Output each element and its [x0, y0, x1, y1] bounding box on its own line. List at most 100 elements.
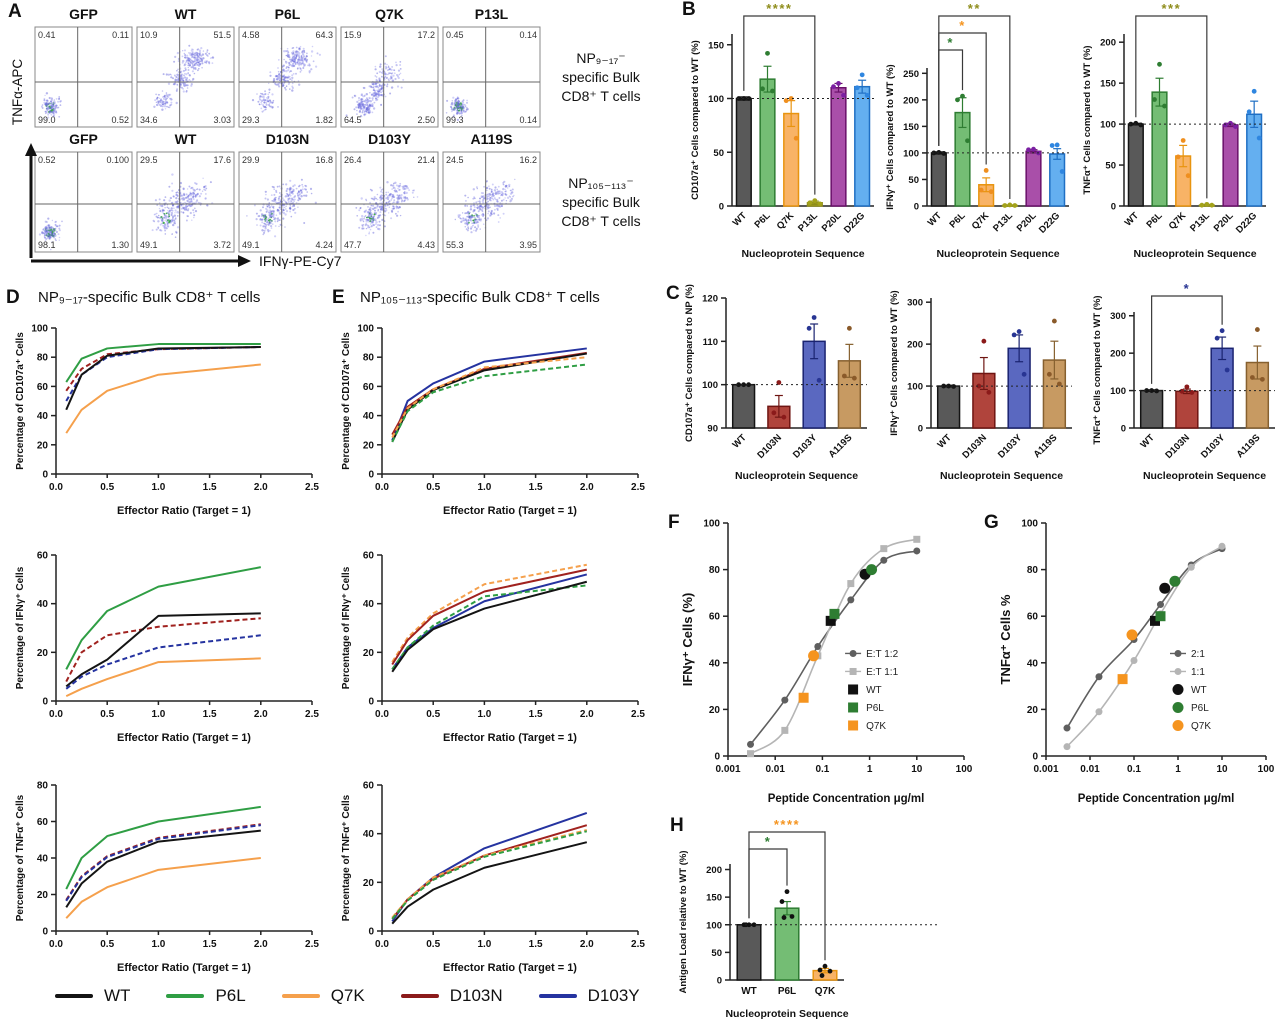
- svg-text:D103Y: D103Y: [791, 432, 820, 461]
- svg-text:4.58: 4.58: [242, 30, 260, 40]
- svg-text:150: 150: [706, 893, 722, 904]
- legend-line-swatch: [400, 994, 439, 998]
- svg-text:40: 40: [1027, 658, 1039, 669]
- svg-text:4.24: 4.24: [315, 240, 333, 250]
- svg-text:24.5: 24.5: [446, 155, 464, 165]
- svg-text:0.001: 0.001: [1033, 764, 1058, 775]
- svg-text:300: 300: [1110, 311, 1126, 322]
- svg-text:WT: WT: [731, 210, 749, 228]
- svg-text:GFP: GFP: [69, 131, 98, 147]
- svg-text:100: 100: [903, 148, 919, 159]
- svg-text:Antigen Load relative to WT (%: Antigen Load relative to WT (%): [678, 850, 689, 993]
- dose-response-ifng: 0.001 0.01 0.1 1 10 100 0 20 40 60 80 100 IFNγ⁺ Cell…: [680, 519, 973, 806]
- svg-text:D22G: D22G: [1037, 210, 1062, 235]
- line-chart-ifng-np105: 0.0 0.5 1.0 1.5 2.0 2.5 0 20 40 60 Percentage of I…: [341, 551, 645, 745]
- legend-line-swatch: [281, 994, 320, 998]
- svg-text:0.1: 0.1: [1127, 764, 1141, 775]
- panel-h-antigen-load: H 0 50 100 150 200 Antigen Load relative to W…: [662, 812, 972, 1023]
- svg-text:CD8⁺ T cells: CD8⁺ T cells: [561, 88, 640, 104]
- panel-g-dose-response: G 0.001 0.01 0.1 1 10 100 0 20 40 60 80 100 TNFα⁺ Ce…: [984, 503, 1280, 811]
- svg-text:1.5: 1.5: [203, 939, 217, 950]
- svg-text:2.5: 2.5: [631, 709, 645, 720]
- svg-text:0: 0: [717, 976, 722, 987]
- svg-text:60: 60: [363, 551, 375, 562]
- svg-text:GFP: GFP: [69, 6, 98, 22]
- svg-text:D103N: D103N: [755, 432, 784, 461]
- svg-text:0: 0: [714, 752, 720, 763]
- svg-text:90: 90: [707, 424, 718, 435]
- svg-text:Effector Ratio (Target = 1): Effector Ratio (Target = 1): [117, 732, 251, 744]
- svg-text:1.0: 1.0: [477, 482, 491, 493]
- svg-text:47.7: 47.7: [344, 240, 362, 250]
- svg-text:0.14: 0.14: [519, 30, 537, 40]
- svg-text:Nucleoprotein Sequence: Nucleoprotein Sequence: [1133, 248, 1256, 260]
- svg-text:P6L: P6L: [948, 210, 968, 230]
- svg-text:100: 100: [1100, 120, 1116, 131]
- svg-text:80: 80: [363, 353, 375, 364]
- dose-response-tnfa: 0.001 0.01 0.1 1 10 100 0 20 40 60 80 100 TNFα⁺ Cell…: [998, 519, 1275, 806]
- svg-text:40: 40: [363, 411, 375, 422]
- svg-text:D103N: D103N: [266, 131, 310, 147]
- legend-label: D103N: [449, 986, 503, 1005]
- svg-text:D103N: D103N: [960, 432, 989, 461]
- svg-text:20: 20: [37, 890, 49, 901]
- svg-text:Nucleoprotein Sequence: Nucleoprotein Sequence: [1143, 470, 1266, 482]
- svg-text:E:T 1:2: E:T 1:2: [866, 649, 898, 660]
- svg-text:34.6: 34.6: [140, 115, 158, 125]
- svg-text:WT: WT: [731, 432, 749, 450]
- svg-text:CD8⁺ T cells: CD8⁺ T cells: [561, 213, 640, 229]
- svg-text:1.0: 1.0: [477, 939, 491, 950]
- svg-text:0.0: 0.0: [49, 482, 63, 493]
- svg-text:D103N: D103N: [1163, 432, 1192, 461]
- svg-text:0.5: 0.5: [426, 482, 440, 493]
- svg-text:P6L: P6L: [1145, 210, 1165, 230]
- svg-text:50: 50: [711, 948, 722, 959]
- panel-d-label: D: [6, 287, 20, 308]
- svg-text:Percentage of IFNγ⁺ Cells: Percentage of IFNγ⁺ Cells: [341, 566, 352, 689]
- line-chart-tnfa-np9: 0.0 0.5 1.0 1.5 2.0 2.5 0 20 40 60 80 Percentage of…: [15, 781, 319, 975]
- svg-text:Nucleoprotein Sequence: Nucleoprotein Sequence: [735, 470, 858, 482]
- svg-text:0: 0: [368, 927, 374, 938]
- series-legend: WT P6L Q7K D103N D103Y: [55, 986, 640, 1006]
- svg-text:Percentage of CD107a⁺ Cells: Percentage of CD107a⁺ Cells: [15, 332, 26, 470]
- svg-text:100: 100: [706, 920, 722, 931]
- svg-text:3.03: 3.03: [213, 115, 231, 125]
- svg-text:Effector Ratio (Target = 1): Effector Ratio (Target = 1): [443, 732, 577, 744]
- svg-text:1.0: 1.0: [477, 709, 491, 720]
- svg-text:17.6: 17.6: [213, 155, 231, 165]
- svg-text:150: 150: [903, 122, 919, 133]
- svg-text:P6L: P6L: [1191, 703, 1209, 714]
- svg-text:Nucleoprotein Sequence: Nucleoprotein Sequence: [741, 248, 864, 260]
- svg-text:0.0: 0.0: [375, 939, 389, 950]
- svg-text:A119S: A119S: [1235, 432, 1263, 460]
- panel-h-label: H: [670, 815, 684, 836]
- svg-text:26.4: 26.4: [344, 155, 362, 165]
- svg-text:TNFα-APC: TNFα-APC: [10, 59, 25, 126]
- svg-text:110: 110: [703, 337, 718, 348]
- svg-text:0.11: 0.11: [112, 30, 129, 40]
- panel-g-label: G: [984, 512, 999, 533]
- svg-text:3.95: 3.95: [519, 240, 537, 250]
- svg-text:IFNγ⁺ Cells compared to WT (%): IFNγ⁺ Cells compared to WT (%): [885, 64, 896, 209]
- svg-text:17.2: 17.2: [417, 30, 435, 40]
- svg-text:Peptide Concentration μg/ml: Peptide Concentration μg/ml: [1078, 793, 1235, 805]
- svg-text:0: 0: [368, 697, 374, 708]
- svg-text:Percentage of TNFα⁺ Cells: Percentage of TNFα⁺ Cells: [15, 794, 26, 921]
- panel-c-bar-charts: C 90 100 110 120 CD107a⁺ Cells compared to N…: [660, 281, 1280, 488]
- svg-text:20: 20: [37, 440, 49, 451]
- svg-text:P13L: P13L: [1188, 210, 1212, 234]
- svg-text:WT: WT: [1191, 685, 1207, 696]
- svg-text:1.0: 1.0: [151, 709, 165, 720]
- legend-line-swatch: [55, 994, 93, 998]
- svg-text:20: 20: [363, 648, 375, 659]
- svg-text:64.3: 64.3: [315, 30, 333, 40]
- svg-text:Peptide Concentration μg/ml: Peptide Concentration μg/ml: [768, 793, 925, 805]
- svg-text:0: 0: [914, 202, 919, 213]
- svg-text:99.3: 99.3: [446, 115, 464, 125]
- legend-line-swatch: [538, 994, 577, 998]
- svg-text:100: 100: [357, 324, 374, 335]
- svg-text:****: ****: [766, 1, 792, 16]
- svg-text:200: 200: [907, 340, 923, 351]
- legend-label: Q7K: [330, 986, 365, 1005]
